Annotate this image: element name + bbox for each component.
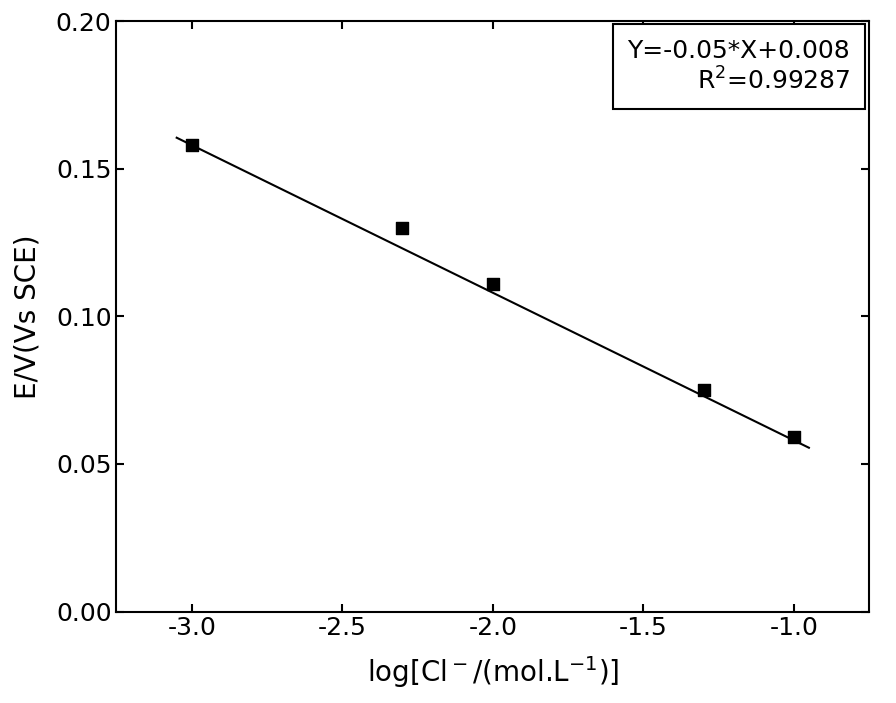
X-axis label: log[Cl$^-$/(mol.L$^{-1}$)]: log[Cl$^-$/(mol.L$^{-1}$)]: [366, 654, 619, 690]
Point: [787, 432, 801, 443]
Point: [486, 278, 500, 290]
Point: [395, 222, 409, 233]
Text: Y=-0.05*X+0.008
R$^2$=0.99287: Y=-0.05*X+0.008 R$^2$=0.99287: [627, 39, 850, 94]
Point: [696, 385, 711, 396]
Point: [185, 139, 199, 150]
Y-axis label: E/V(Vs SCE): E/V(Vs SCE): [14, 234, 42, 399]
